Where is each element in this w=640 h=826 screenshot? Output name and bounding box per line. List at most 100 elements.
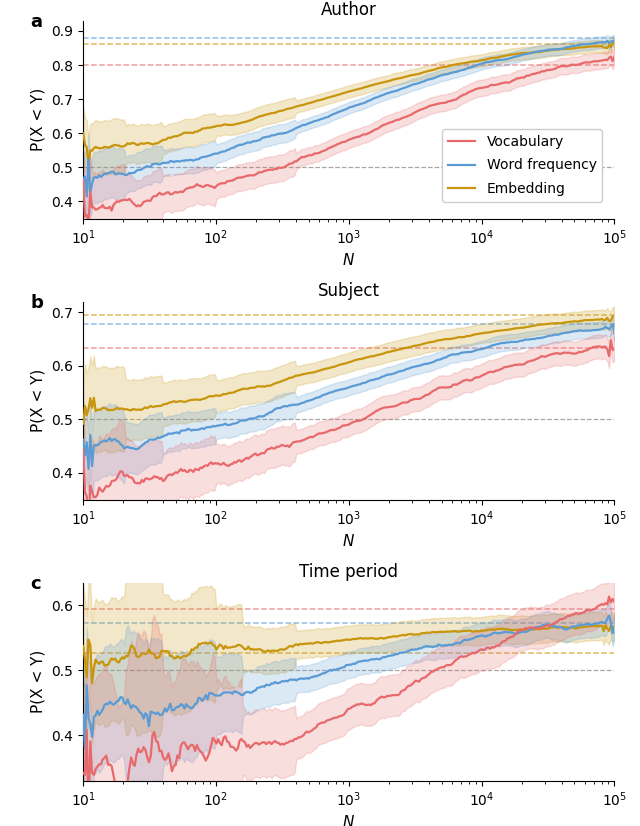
- Word frequency: [611, 622, 618, 632]
- Embedding: [394, 344, 401, 354]
- Word frequency: [79, 175, 87, 185]
- Embedding: [79, 419, 87, 429]
- Word frequency: [397, 648, 405, 657]
- Embedding: [611, 39, 618, 49]
- Vocabulary: [611, 344, 618, 354]
- Vocabulary: [81, 211, 89, 221]
- Embedding: [397, 73, 405, 83]
- Text: b: b: [30, 294, 43, 311]
- Embedding: [404, 342, 412, 352]
- Embedding: [396, 74, 403, 83]
- Vocabulary: [406, 681, 414, 691]
- Line: Embedding: Embedding: [83, 316, 614, 424]
- Vocabulary: [397, 113, 405, 123]
- Word frequency: [611, 329, 618, 339]
- Embedding: [81, 655, 89, 665]
- Vocabulary: [397, 686, 405, 696]
- Vocabulary: [611, 597, 618, 607]
- Embedding: [561, 317, 568, 327]
- Vocabulary: [84, 814, 92, 824]
- Line: Vocabulary: Vocabulary: [83, 340, 614, 543]
- Embedding: [611, 621, 618, 631]
- Vocabulary: [406, 110, 414, 120]
- Vocabulary: [81, 770, 89, 780]
- Word frequency: [611, 36, 618, 46]
- Vocabulary: [79, 768, 87, 778]
- Embedding: [406, 70, 414, 80]
- Word frequency: [406, 363, 414, 373]
- Word frequency: [563, 624, 570, 634]
- Word frequency: [83, 681, 91, 691]
- Vocabulary: [529, 356, 536, 366]
- Vocabulary: [81, 487, 89, 497]
- Embedding: [563, 44, 570, 54]
- Y-axis label: P(X < Y): P(X < Y): [31, 650, 46, 713]
- Vocabulary: [406, 396, 414, 406]
- Word frequency: [396, 84, 403, 94]
- Embedding: [79, 641, 87, 651]
- Embedding: [397, 630, 405, 640]
- Vocabulary: [396, 690, 403, 700]
- X-axis label: $N$: $N$: [342, 534, 355, 549]
- Embedding: [406, 629, 414, 639]
- Word frequency: [604, 36, 611, 45]
- Text: c: c: [30, 575, 41, 593]
- Word frequency: [81, 744, 89, 754]
- Word frequency: [397, 84, 405, 94]
- Vocabulary: [611, 51, 618, 61]
- Embedding: [527, 321, 535, 331]
- Word frequency: [529, 334, 536, 344]
- Word frequency: [79, 434, 87, 444]
- Line: Vocabulary: Vocabulary: [83, 56, 614, 224]
- Embedding: [529, 47, 536, 57]
- Word frequency: [406, 81, 414, 91]
- Vocabulary: [563, 348, 570, 358]
- Embedding: [84, 159, 92, 169]
- X-axis label: $N$: $N$: [342, 253, 355, 268]
- Y-axis label: P(X < Y): P(X < Y): [31, 88, 46, 151]
- Word frequency: [406, 645, 414, 655]
- Vocabulary: [563, 61, 570, 71]
- Word frequency: [83, 192, 91, 202]
- Embedding: [88, 678, 96, 688]
- Vocabulary: [607, 335, 614, 345]
- Title: Author: Author: [321, 1, 377, 19]
- Text: a: a: [30, 12, 42, 31]
- Title: Time period: Time period: [300, 563, 398, 582]
- Legend: Vocabulary, Word frequency, Embedding: Vocabulary, Word frequency, Embedding: [442, 129, 602, 202]
- Word frequency: [609, 320, 616, 330]
- Embedding: [396, 631, 403, 641]
- Vocabulary: [79, 175, 87, 185]
- Embedding: [609, 38, 616, 48]
- Vocabulary: [79, 444, 87, 453]
- Embedding: [607, 620, 614, 630]
- Line: Vocabulary: Vocabulary: [83, 596, 614, 819]
- Line: Word frequency: Word frequency: [83, 325, 614, 469]
- Vocabulary: [84, 219, 92, 229]
- Line: Embedding: Embedding: [83, 625, 614, 683]
- Word frequency: [397, 366, 405, 376]
- Word frequency: [605, 610, 613, 620]
- Vocabulary: [397, 398, 405, 408]
- Word frequency: [396, 367, 403, 377]
- Word frequency: [81, 171, 89, 181]
- Word frequency: [79, 710, 87, 719]
- Word frequency: [84, 464, 92, 474]
- Embedding: [79, 128, 87, 138]
- Vocabulary: [396, 399, 403, 409]
- Embedding: [81, 401, 89, 411]
- Title: Subject: Subject: [318, 282, 380, 300]
- Word frequency: [396, 648, 403, 657]
- Embedding: [81, 140, 89, 150]
- Vocabulary: [396, 115, 403, 125]
- Line: Word frequency: Word frequency: [83, 40, 614, 197]
- X-axis label: $N$: $N$: [342, 814, 355, 826]
- Vocabulary: [607, 51, 614, 61]
- Word frequency: [563, 328, 570, 338]
- Word frequency: [529, 624, 536, 634]
- Word frequency: [529, 48, 536, 58]
- Vocabulary: [605, 591, 613, 601]
- Vocabulary: [563, 612, 570, 622]
- Line: Word frequency: Word frequency: [83, 615, 614, 749]
- Embedding: [563, 623, 570, 633]
